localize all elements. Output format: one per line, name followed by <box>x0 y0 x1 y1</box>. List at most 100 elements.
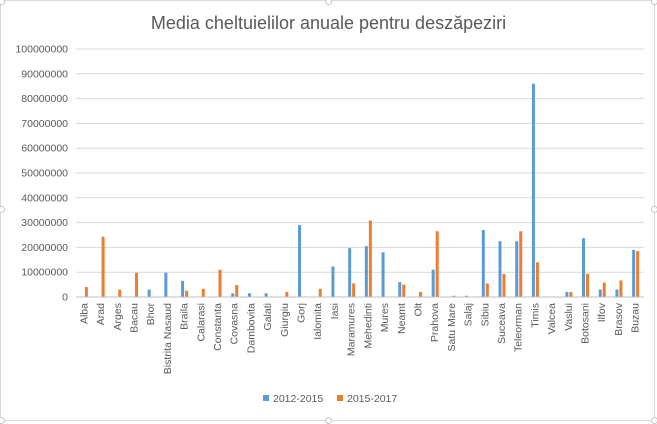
bar-series2 <box>418 292 422 297</box>
bar-series2 <box>118 289 122 297</box>
y-tick-label: 70000000 <box>21 118 68 130</box>
y-tick-label: 10000000 <box>21 267 68 279</box>
legend-label: 2015-2017 <box>347 393 397 405</box>
y-tick-label: 90000000 <box>21 68 68 80</box>
x-tick-label: Neamt <box>396 303 408 334</box>
bar-series2 <box>285 292 289 297</box>
bar-series2 <box>185 290 189 297</box>
y-tick-label: 20000000 <box>21 242 68 254</box>
x-tick-label: Ilfov <box>596 302 608 322</box>
x-tick-label: Buzau <box>630 303 642 333</box>
y-tick-label: 50000000 <box>21 168 68 180</box>
resize-handle-left[interactable] <box>0 206 5 213</box>
x-tick-label: Bistrita Nasaud <box>162 303 174 374</box>
x-tick-label: Sibiu <box>479 303 491 327</box>
x-tick-label: Prahova <box>429 303 441 342</box>
x-tick-label: Arges <box>112 303 124 330</box>
x-tick-label: Galati <box>262 303 274 330</box>
bar-series2 <box>502 273 506 297</box>
x-tick-label: Calarasi <box>195 303 207 342</box>
bar-series2 <box>569 292 573 297</box>
x-tick-label: Olt <box>412 303 424 317</box>
resize-handle-right[interactable] <box>651 206 657 213</box>
x-tick-label: Dambovita <box>245 303 257 353</box>
bar-series1 <box>481 230 485 297</box>
bar-series2 <box>134 272 138 297</box>
x-axis: Alba Arad Arges Bacau Bhor Bistrita Nasaud Bra… <box>76 296 644 374</box>
bar-series2 <box>235 285 239 297</box>
y-tick-label: 100000000 <box>15 44 68 56</box>
legend-label: 2012-2015 <box>273 393 323 405</box>
bar-series1 <box>498 241 502 297</box>
bar-series2 <box>535 262 539 297</box>
x-tick-label: Gorj <box>296 303 308 323</box>
x-tick-label: Brasov <box>613 302 625 335</box>
bar-series2 <box>101 236 105 297</box>
x-tick-label: Satu Mare <box>446 303 458 352</box>
x-tick-label: Iasi <box>329 303 341 319</box>
x-tick-label: Braila <box>179 303 191 330</box>
bar-series1 <box>147 289 151 297</box>
bar-series2 <box>352 283 356 297</box>
resize-handle-top-left[interactable] <box>0 0 5 5</box>
bar-series2 <box>636 251 640 297</box>
bar-series1 <box>398 282 402 297</box>
bar-series2 <box>368 220 372 297</box>
bar-series2 <box>435 231 439 297</box>
bar-series1 <box>231 293 235 297</box>
bar-series2 <box>201 288 205 297</box>
bar-series1 <box>615 289 619 297</box>
x-tick-label: Ialomita <box>312 303 324 340</box>
bar-series1 <box>632 249 636 297</box>
resize-handle-top-right[interactable] <box>651 0 657 5</box>
y-tick-label: 80000000 <box>21 93 68 105</box>
y-tick-label: 30000000 <box>21 217 68 229</box>
x-tick-label: Botosani <box>580 303 592 344</box>
x-tick-label: Teleorman <box>513 303 525 352</box>
bar-series1 <box>515 241 519 297</box>
bar-series1 <box>381 252 385 297</box>
x-tick-label: Constanta <box>212 303 224 351</box>
x-tick-label: Giurgiu <box>279 303 291 337</box>
y-tick-label: 60000000 <box>21 143 68 155</box>
x-tick-label: Bacau <box>128 303 140 333</box>
x-tick-label: Mures <box>379 303 391 332</box>
bar-series2 <box>519 231 523 297</box>
resize-handle-top[interactable] <box>325 0 332 5</box>
legend-swatch <box>337 395 343 401</box>
bar-series1 <box>465 295 469 297</box>
bar-series1 <box>164 272 168 297</box>
x-tick-label: Timis <box>529 303 541 328</box>
bar-series1 <box>431 269 435 297</box>
bar-series1 <box>264 293 268 297</box>
bar-series1 <box>565 292 569 297</box>
x-tick-label: Salaj <box>463 303 475 326</box>
bar-series1 <box>582 238 586 297</box>
x-tick-label: Maramures <box>346 303 358 356</box>
chart-title: Media cheltuielilor anuale pentru deszăp… <box>150 13 507 33</box>
bar-series1 <box>247 293 251 297</box>
bar-series2 <box>318 288 322 297</box>
bars <box>84 83 640 297</box>
bar-series1 <box>348 248 352 297</box>
bar-series2 <box>619 280 623 297</box>
bar-series1 <box>531 83 535 297</box>
bar-series1 <box>364 246 368 297</box>
x-tick-label: Covasna <box>229 303 241 345</box>
y-axis: 0 10000000 20000000 30000000 40000000 5000000… <box>15 44 68 304</box>
bar-series1 <box>181 280 185 297</box>
legend: 2012-2015 2015-2017 <box>263 393 397 405</box>
bar-series2 <box>402 284 406 297</box>
x-tick-label: Arad <box>95 303 107 325</box>
y-tick-label: 0 <box>62 292 68 304</box>
bar-series1 <box>598 289 602 297</box>
bar-series1 <box>331 266 335 297</box>
x-tick-label: Bhor <box>145 303 157 326</box>
bar-series2 <box>218 269 222 297</box>
x-tick-label: Valcea <box>546 303 558 334</box>
x-tick-label: Vaslui <box>563 303 575 331</box>
bar-series2 <box>485 283 489 297</box>
x-tick-label: Alba <box>78 303 90 324</box>
